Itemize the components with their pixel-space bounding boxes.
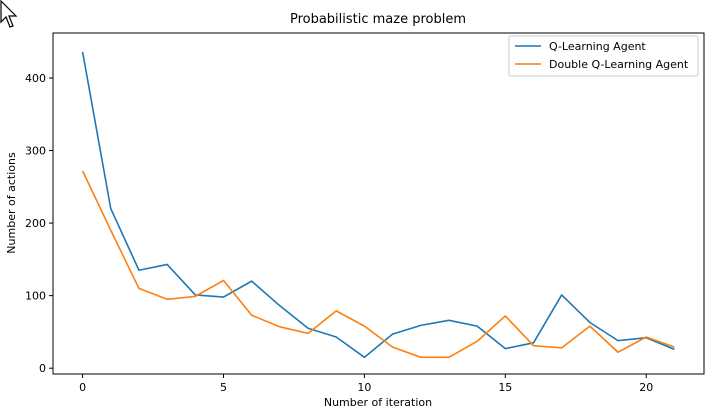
x-tick-label: 20 — [639, 381, 653, 394]
x-tick-label: 15 — [498, 381, 512, 394]
y-tick-label: 300 — [25, 145, 46, 158]
x-tick-label: 0 — [79, 381, 86, 394]
legend-box — [508, 35, 699, 77]
y-axis-title: Number of actions — [5, 152, 18, 254]
legend-label-q-learning: Q-Learning Agent — [549, 40, 646, 53]
chart-title: Probabilistic maze problem — [290, 12, 466, 27]
y-axis: 0 100 200 300 400 — [25, 72, 53, 375]
series-lines — [81, 51, 675, 359]
series-line-double-q-learning — [81, 170, 675, 359]
x-axis-title: Number of iteration — [324, 396, 432, 409]
y-tick-label: 200 — [25, 217, 46, 230]
legend-label-double-q-learning: Double Q-Learning Agent — [549, 58, 689, 71]
plot-area — [52, 32, 705, 375]
legend: Q-Learning Agent Double Q-Learning Agent — [508, 35, 699, 77]
mouse-cursor-icon — [0, 0, 18, 28]
x-tick-label: 10 — [357, 381, 371, 394]
series-line-q-learning — [81, 51, 675, 359]
y-tick-label: 0 — [39, 362, 46, 375]
x-tick-label: 5 — [220, 381, 227, 394]
y-tick-label: 400 — [25, 72, 46, 85]
y-tick-label: 100 — [25, 290, 46, 303]
x-axis: 0 5 10 15 20 — [79, 374, 653, 394]
